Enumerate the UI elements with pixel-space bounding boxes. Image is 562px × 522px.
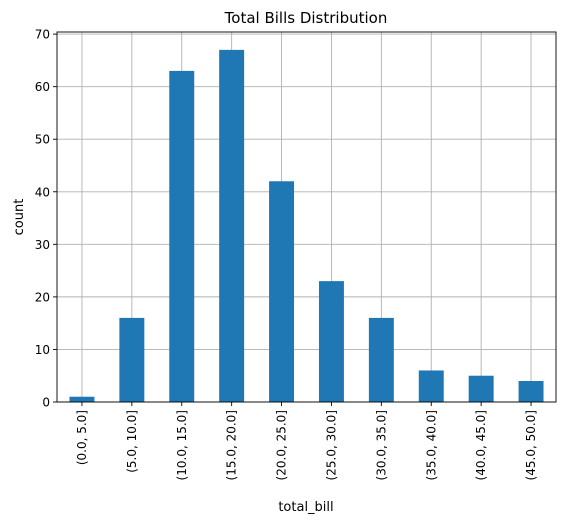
y-tick-label: 60 bbox=[35, 80, 50, 94]
x-tick-label: (30.0, 35.0] bbox=[374, 410, 388, 480]
y-axis-label: count bbox=[12, 199, 27, 236]
bar bbox=[219, 49, 245, 402]
bar bbox=[318, 281, 344, 402]
x-tick-label: (45.0, 50.0] bbox=[524, 410, 538, 480]
bars bbox=[69, 49, 544, 403]
bar bbox=[69, 396, 95, 402]
y-tick-label: 70 bbox=[35, 28, 50, 42]
bar bbox=[269, 181, 295, 402]
x-tick-label: (25.0, 30.0] bbox=[324, 410, 338, 480]
x-axis-label: total_bill bbox=[278, 500, 333, 515]
y-tick-label: 20 bbox=[35, 290, 50, 304]
bar bbox=[119, 317, 145, 402]
bar bbox=[418, 370, 444, 402]
y-tick-label: 10 bbox=[35, 343, 50, 357]
bar bbox=[368, 317, 394, 402]
y-axis: 0 10 20 30 40 50 60 70 bbox=[35, 28, 57, 410]
x-tick-label: (20.0, 25.0] bbox=[275, 410, 289, 480]
x-tick-label: (10.0, 15.0] bbox=[175, 410, 189, 480]
x-tick-label: (35.0, 40.0] bbox=[424, 410, 438, 480]
chart-title: Total Bills Distribution bbox=[224, 9, 388, 27]
y-tick-label: 0 bbox=[42, 396, 50, 410]
bar bbox=[468, 375, 494, 402]
bar bbox=[169, 70, 195, 403]
x-tick-label: (15.0, 20.0] bbox=[225, 410, 239, 480]
y-tick-label: 30 bbox=[35, 238, 50, 252]
x-tick-label: (0.0, 5.0] bbox=[75, 410, 89, 465]
x-tick-label: (5.0, 10.0] bbox=[125, 410, 139, 473]
bar bbox=[518, 380, 544, 402]
x-tick-label: (40.0, 45.0] bbox=[474, 410, 488, 480]
plot-frame bbox=[56, 31, 557, 403]
y-tick-label: 50 bbox=[35, 133, 50, 147]
x-axis: (0.0, 5.0] (5.0, 10.0] (10.0, 15.0] (15.0, … bbox=[75, 402, 538, 480]
y-tick-label: 40 bbox=[35, 185, 50, 199]
